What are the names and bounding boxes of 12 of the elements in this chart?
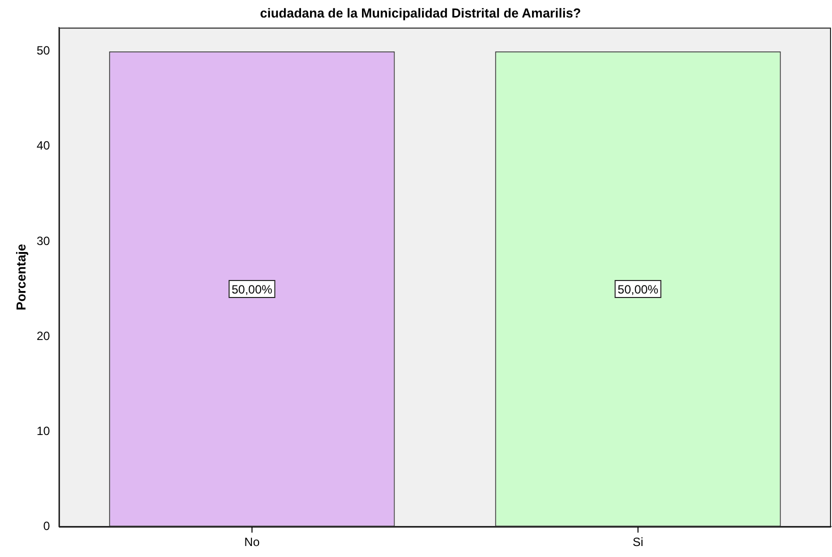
y-tick-label: 40 bbox=[36, 138, 50, 153]
x-tick-label: No bbox=[244, 535, 260, 550]
data-label: 50,00% bbox=[618, 282, 659, 296]
y-tick-label: 50 bbox=[36, 44, 50, 58]
y-axis-title: Porcentaje bbox=[13, 244, 28, 310]
y-tick-label: 10 bbox=[36, 424, 50, 438]
chart-title: ciudadana de la Municipalidad Distrital de Amarilis? bbox=[260, 5, 582, 20]
data-label: 50,00% bbox=[232, 282, 273, 296]
y-tick-label: 0 bbox=[43, 518, 50, 533]
y-tick-label: 30 bbox=[36, 234, 50, 248]
y-tick-label: 20 bbox=[36, 328, 50, 343]
x-tick-label: Si bbox=[632, 535, 644, 550]
